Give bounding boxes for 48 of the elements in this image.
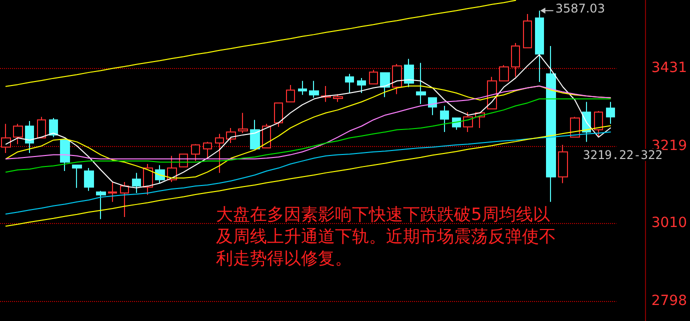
candlestick xyxy=(37,116,46,138)
candlestick xyxy=(120,182,129,218)
candlestick xyxy=(546,45,556,202)
candlestick xyxy=(333,94,343,102)
candlestick xyxy=(191,144,200,162)
candlestick xyxy=(416,62,426,105)
candlestick xyxy=(463,112,473,133)
candlestick xyxy=(452,118,461,130)
candlestick xyxy=(523,13,532,48)
candlestick xyxy=(380,72,390,98)
line-series xyxy=(5,0,516,87)
candlestick xyxy=(60,140,70,172)
candlestick xyxy=(357,77,366,94)
candlestick xyxy=(203,141,212,160)
candlestick xyxy=(535,10,544,82)
candlestick xyxy=(250,119,260,150)
candlestick xyxy=(369,69,378,84)
candlestick xyxy=(215,133,224,174)
candlestick xyxy=(274,102,283,128)
candlestick xyxy=(13,123,23,145)
candlestick xyxy=(132,172,141,194)
candlestick xyxy=(345,73,354,94)
y-tick-label: 3431 xyxy=(651,60,688,76)
annotation: 3587.03 xyxy=(555,2,605,16)
candlestick xyxy=(404,58,414,88)
candlestick xyxy=(511,42,520,78)
candlestick xyxy=(49,118,58,138)
candlestick xyxy=(606,101,615,124)
candlestick xyxy=(594,110,603,138)
candlestick xyxy=(558,144,568,184)
candlestick xyxy=(309,80,319,98)
candlestick xyxy=(428,97,437,116)
candlestick xyxy=(108,182,117,202)
candlestick xyxy=(1,123,11,154)
candlestick xyxy=(499,64,509,82)
annotation: 大盘在多因素影响下快速下跌跌破5周均线以及周线上升通道下轨。近期市场震荡反弹使不利走势得以修复。 xyxy=(216,205,556,269)
y-tick-label: 2798 xyxy=(651,292,688,309)
candlestick xyxy=(25,120,34,154)
candlestick xyxy=(238,112,248,134)
candlestick xyxy=(84,168,94,192)
candlestick xyxy=(298,80,307,96)
candlestick xyxy=(72,164,82,188)
candlestick xyxy=(155,164,165,184)
y-tick-label: 3010 xyxy=(651,214,688,231)
candlestick xyxy=(286,84,295,102)
candlestick xyxy=(392,63,402,95)
candlestick xyxy=(96,190,106,220)
candlestick xyxy=(440,105,449,133)
